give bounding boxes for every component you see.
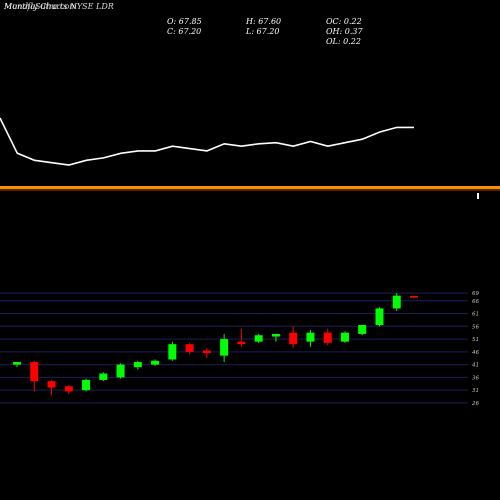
candle-up <box>168 344 177 360</box>
candle-down <box>185 344 194 352</box>
candle-down <box>323 332 332 343</box>
panel-separator <box>0 186 500 189</box>
y-tick-label: 31 <box>472 388 479 394</box>
separator-marker <box>477 193 479 199</box>
site-name: MunafaSutra.com <box>4 2 77 11</box>
chart-subtitle: Monthly Charts NYSE LDR <box>4 2 114 11</box>
open-value: O: 67.85 <box>167 17 202 26</box>
candle-up <box>151 360 160 365</box>
candle-up <box>306 332 315 342</box>
candle-down <box>30 362 39 382</box>
candle-up <box>116 364 125 378</box>
candle-down <box>47 381 56 388</box>
oc-value: OC: 0.22 <box>326 17 362 26</box>
candle-up <box>99 373 108 380</box>
y-tick-label: 26 <box>472 401 479 407</box>
candle-down <box>237 341 246 345</box>
candle-up <box>220 339 229 356</box>
y-tick-label: 41 <box>472 363 479 369</box>
chart-title: MunafaSutra.com <box>4 2 77 11</box>
candle-up <box>133 362 142 368</box>
low-value: L: 67.20 <box>246 27 280 36</box>
close-value: C: 67.20 <box>167 27 202 36</box>
panel-separator-shadow <box>0 189 500 191</box>
candle-down <box>64 386 73 392</box>
y-tick-label: 46 <box>472 350 479 356</box>
candle-down <box>202 350 211 354</box>
candle-up <box>358 325 367 334</box>
candle-up <box>82 379 91 391</box>
y-tick-label: 36 <box>472 375 479 381</box>
candle-up <box>254 335 263 342</box>
oh-value: OH: 0.37 <box>326 27 363 36</box>
ol-value: OL: 0.22 <box>326 37 361 46</box>
price-line <box>0 117 414 166</box>
candle-up <box>271 333 280 337</box>
candle-up <box>13 362 21 365</box>
y-tick-label: 66 <box>472 299 479 305</box>
candle-up <box>375 308 384 326</box>
candle-down <box>289 332 298 345</box>
y-tick-label: 51 <box>472 337 479 343</box>
candle-down <box>410 296 418 298</box>
candle-up <box>340 332 349 342</box>
high-value: H: 67.60 <box>246 17 282 26</box>
y-tick-label: 69 <box>472 291 479 297</box>
y-tick-label: 56 <box>472 324 479 330</box>
candle-up <box>392 295 401 309</box>
y-tick-label: 61 <box>472 312 479 318</box>
